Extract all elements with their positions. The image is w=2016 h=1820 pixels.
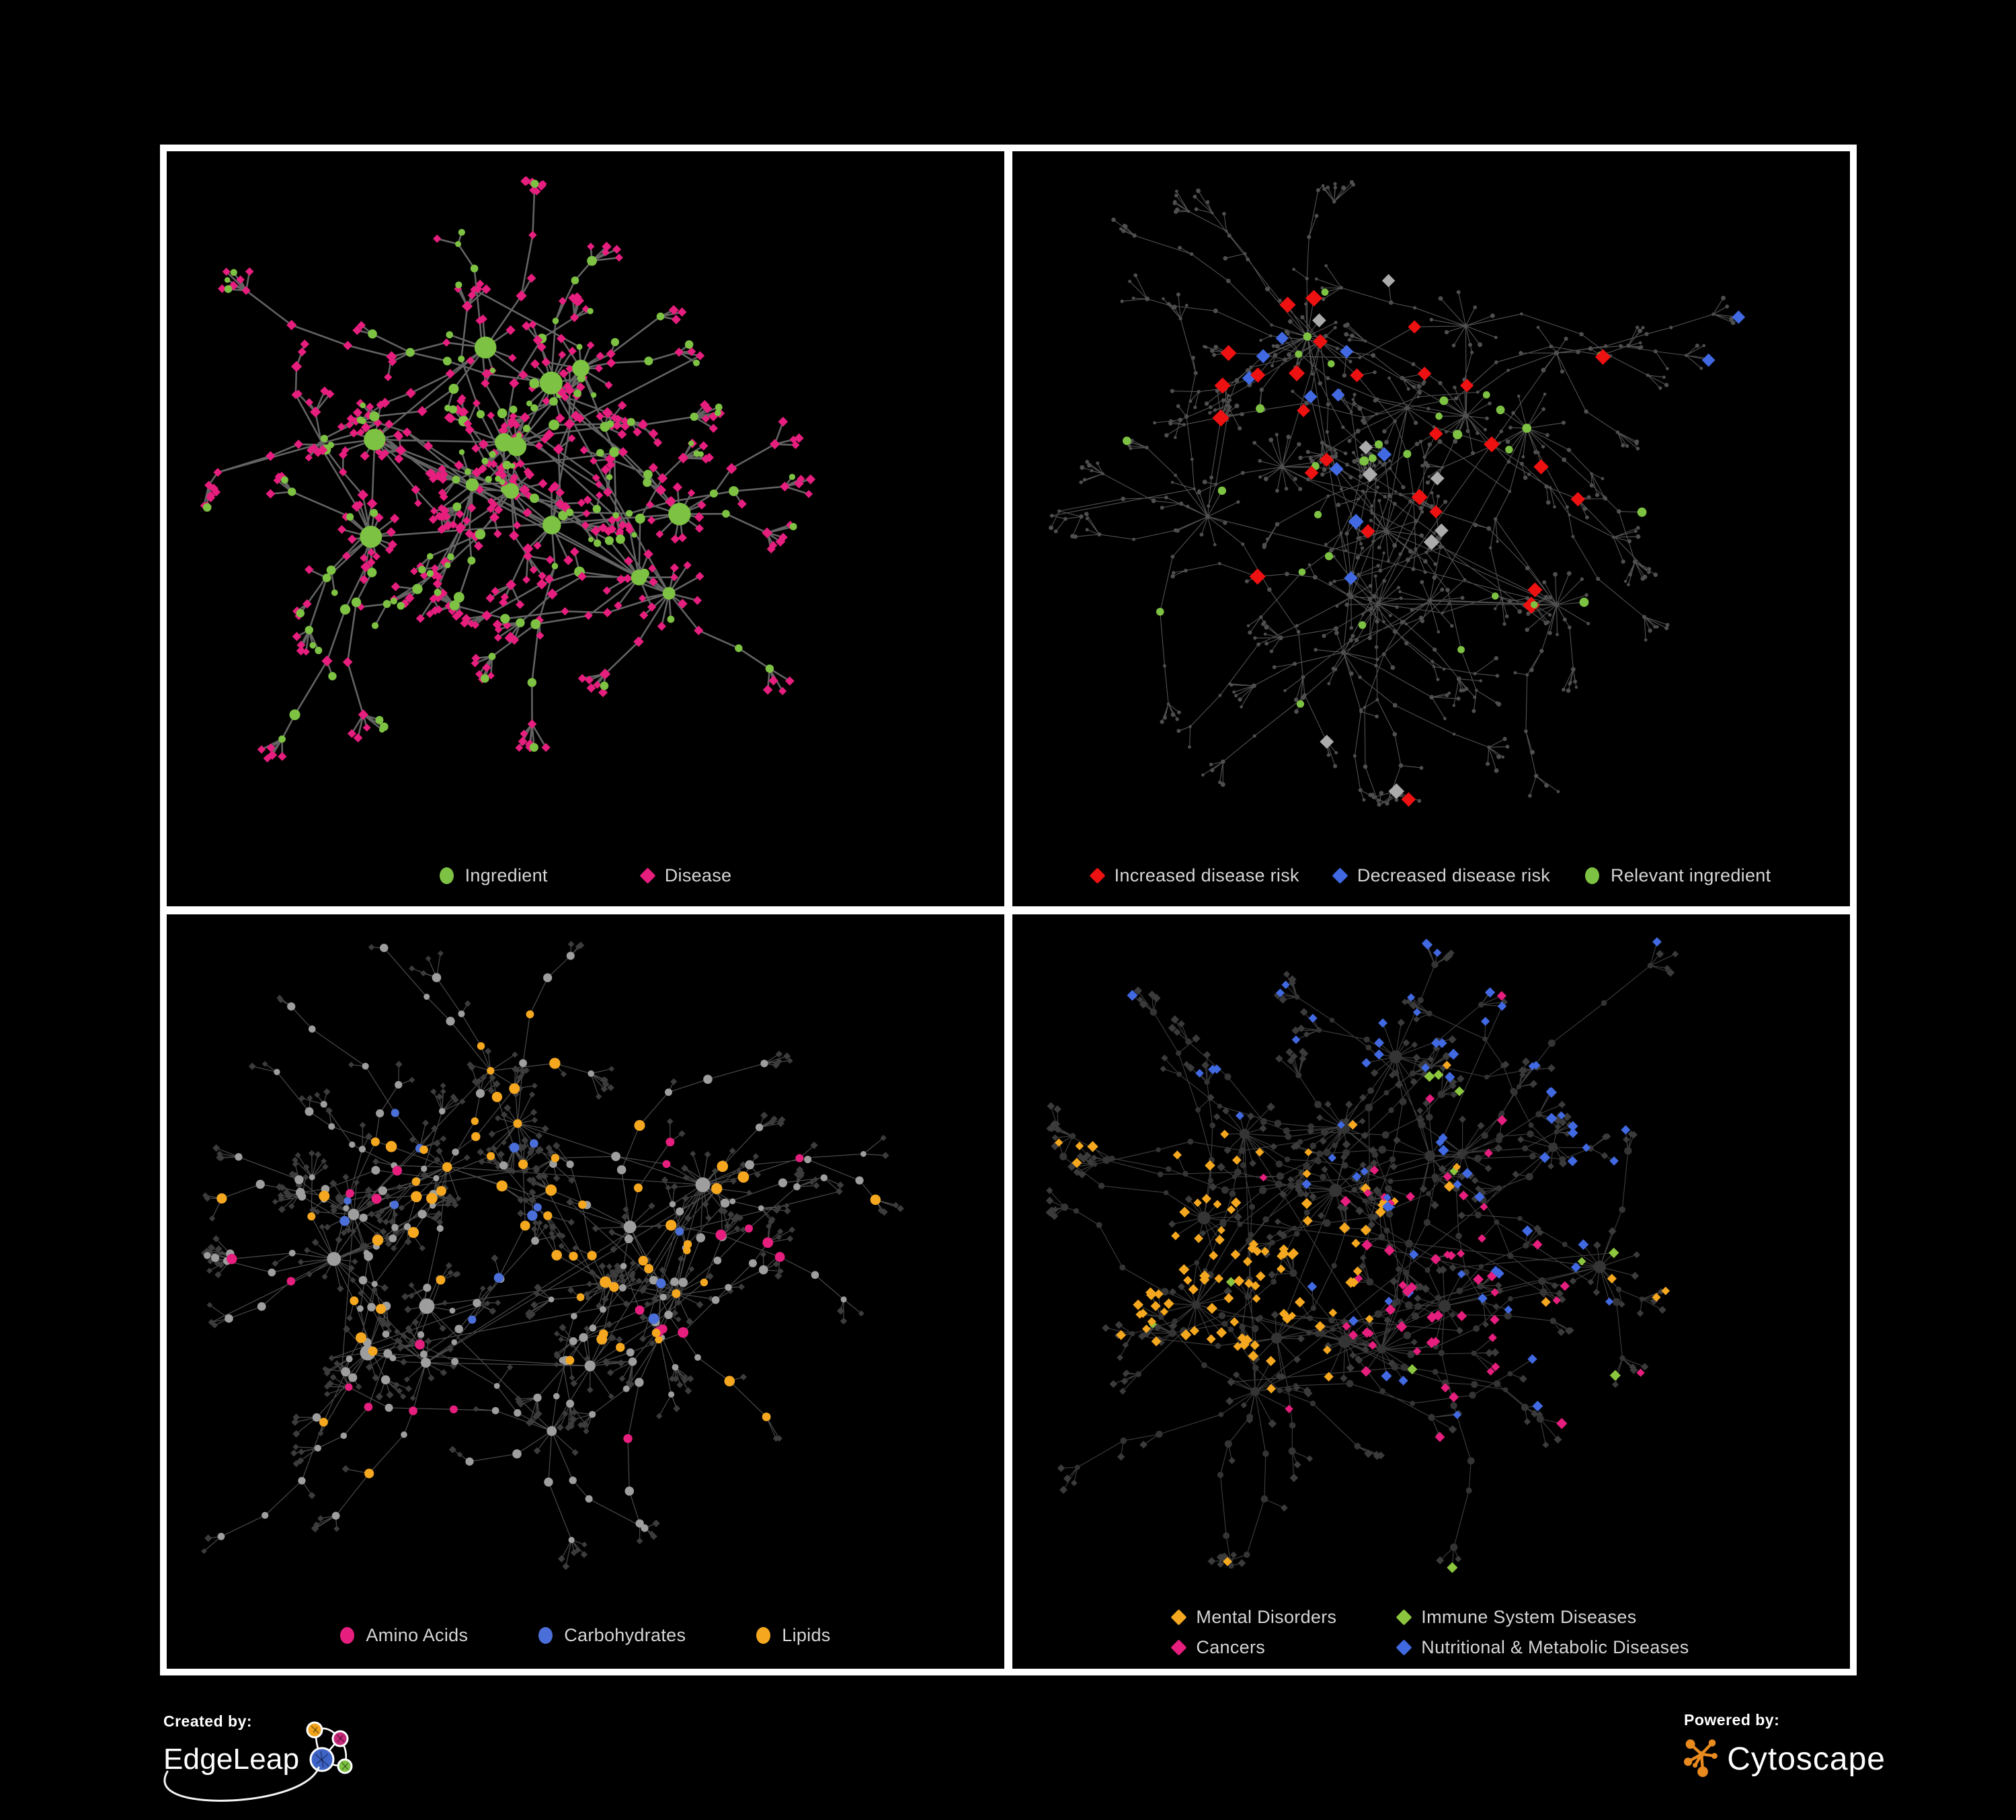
network-ingredient-classes [201, 940, 904, 1570]
legend-label: Decreased disease risk [1357, 865, 1551, 885]
legend-item-nutritional-metabolic-diseases: Nutritional & Metabolic Diseases [1396, 1637, 1689, 1658]
legend-marker-diamond-icon [1396, 1609, 1412, 1626]
legend-disease-risk: Increased disease risk Decreased disease … [1012, 865, 1850, 886]
legend-item-mental-disorders: Mental Disorders [1170, 1607, 1337, 1628]
legend-marker-diamond-icon [639, 867, 656, 884]
cytoscape-logo-icon [1684, 1739, 1718, 1778]
legend-marker-circle-icon [439, 867, 454, 884]
legend-marker-diamond-icon [1089, 867, 1106, 884]
legend-item-amino-acids: Amino Acids [340, 1625, 468, 1646]
edgeleap-wordmark: EdgeLeap [163, 1742, 300, 1776]
legend-label: Ingredient [465, 865, 548, 885]
legend-label: Mental Disorders [1196, 1607, 1337, 1627]
legend-item-decreased-disease-risk: Decreased disease risk [1332, 865, 1551, 886]
legend-item-cancers: Cancers [1170, 1637, 1266, 1658]
legend-item-disease: Disease [639, 865, 732, 886]
legend-marker-diamond-icon [1396, 1639, 1412, 1656]
legend-label: Cancers [1196, 1637, 1266, 1657]
legend-item-lipids: Lipids [756, 1625, 830, 1646]
legend-label: Carbohydrates [564, 1625, 686, 1645]
powered-by-label: Powered by: [1684, 1711, 1780, 1729]
legend-label: Relevant ingredient [1611, 865, 1771, 885]
legend-ingredient-classes: Amino Acids Carbohydrates Lipids [167, 1625, 1004, 1646]
panel-disease-risk: Increased disease risk Decreased disease … [1012, 151, 1850, 906]
legend-item-carbohydrates: Carbohydrates [538, 1625, 686, 1646]
panel-disease-classes: Mental Disorders Immune System Diseases Ca… [1012, 914, 1850, 1669]
legend-label: Nutritional & Metabolic Diseases [1421, 1637, 1689, 1657]
legend-marker-diamond-icon [1170, 1639, 1187, 1656]
legend-marker-circle-icon [756, 1627, 771, 1644]
legend-disease-classes: Mental Disorders Immune System Diseases Ca… [1012, 1607, 1850, 1658]
created-by-label: Created by: [163, 1712, 253, 1730]
legend-marker-circle-icon [1585, 867, 1600, 884]
legend-label: Increased disease risk [1114, 865, 1299, 885]
edgeleap-brand-row: EdgeLeap [163, 1721, 372, 1789]
legend-item-relevant-ingredient: Relevant ingredient [1585, 865, 1771, 886]
network-disease-risk [1049, 180, 1746, 807]
panel-ingredient-disease: Ingredient Disease [167, 151, 1004, 906]
legend-ingredient-disease: Ingredient Disease [167, 865, 1004, 886]
panel-ingredient-classes: Amino Acids Carbohydrates Lipids [167, 914, 1004, 1669]
panel-grid: Ingredient Disease Increased disease risk… [160, 145, 1857, 1675]
legend-item-immune-system-diseases: Immune System Diseases [1396, 1607, 1637, 1628]
cytoscape-credit: Powered by: Cytoscape [1684, 1711, 1886, 1805]
legend-marker-circle-icon [538, 1627, 553, 1644]
edgeleap-swoosh [163, 1766, 320, 1802]
cytoscape-brand-row: Cytoscape [1684, 1735, 1886, 1783]
network-ingredient-disease [200, 176, 816, 763]
network-disease-classes [1045, 937, 1679, 1573]
legend-marker-circle-icon [340, 1627, 355, 1644]
edgeleap-logo-icon [306, 1721, 353, 1774]
cytoscape-wordmark: Cytoscape [1727, 1741, 1886, 1777]
legend-label: Lipids [782, 1625, 831, 1645]
legend-label: Amino Acids [366, 1625, 469, 1645]
legend-marker-diamond-icon [1332, 867, 1348, 884]
legend-marker-diamond-icon [1170, 1609, 1187, 1626]
legend-label: Disease [664, 865, 732, 885]
legend-item-increased-disease-risk: Increased disease risk [1089, 865, 1299, 886]
legend-item-ingredient: Ingredient [439, 865, 548, 886]
legend-label: Immune System Diseases [1421, 1607, 1637, 1627]
edgeleap-credit: Created by: EdgeLeap [163, 1712, 365, 1807]
